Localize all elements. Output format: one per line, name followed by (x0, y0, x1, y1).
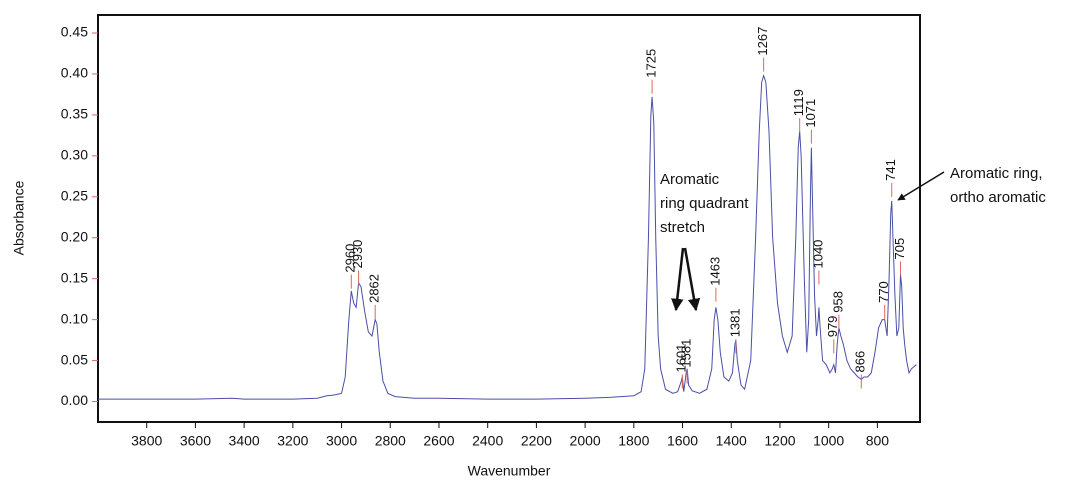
x-tick-label: 2600 (423, 433, 454, 449)
annotation-text: Aromatic (660, 171, 720, 188)
x-tick-label: 1000 (813, 433, 844, 449)
peak-label: 1119 (791, 89, 806, 116)
x-tick-label: 3200 (277, 433, 308, 449)
peak-label: 770 (876, 281, 891, 303)
peak-label: 1581 (679, 339, 694, 368)
y-tick-label: 0.25 (61, 188, 88, 204)
annotation-text: ring quadrant (660, 195, 749, 212)
x-tick-label: 1600 (667, 433, 698, 449)
peak-label: 2930 (350, 240, 365, 269)
y-tick-label: 0.00 (61, 392, 88, 408)
x-tick-label: 3600 (180, 433, 211, 449)
peak-label: 1071 (803, 99, 818, 128)
annotation-text: Aromatic ring, (950, 165, 1043, 182)
y-tick-label: 0.05 (61, 351, 88, 367)
peak-label: 866 (853, 351, 868, 373)
y-tick-label: 0.40 (61, 65, 88, 81)
y-tick-label: 0.10 (61, 310, 88, 326)
peak-label: 1040 (810, 240, 825, 269)
x-tick-label: 800 (866, 433, 890, 449)
y-tick-label: 0.35 (61, 106, 88, 122)
x-tick-label: 1200 (764, 433, 795, 449)
annotation-text: ortho aromatic (950, 189, 1046, 206)
x-tick-label: 1400 (716, 433, 747, 449)
peak-label: 958 (830, 291, 845, 313)
x-tick-label: 2000 (570, 433, 601, 449)
annotation-arrow (671, 247, 685, 312)
x-tick-label: 1800 (618, 433, 649, 449)
spectrum-line (98, 73, 917, 400)
x-axis-title: Wavenumber (468, 463, 551, 479)
x-tick-label: 2800 (375, 433, 406, 449)
peak-label: 979 (825, 316, 840, 338)
y-tick-label: 0.30 (61, 147, 88, 163)
y-axis-title: Absorbance (11, 180, 27, 255)
peak-label: 1725 (644, 49, 659, 78)
x-tick-label: 3000 (326, 433, 357, 449)
peak-label: 1601 (674, 344, 689, 373)
x-tick-label: 3400 (229, 433, 260, 449)
peak-label: 1267 (755, 27, 770, 56)
annotation-arrow (897, 171, 945, 201)
x-tick-label: 2200 (521, 433, 552, 449)
y-tick-label: 0.20 (61, 228, 88, 244)
peak-label: 1463 (707, 257, 722, 286)
annotation-text: stretch (660, 219, 705, 236)
y-tick-label: 0.45 (61, 24, 88, 40)
peak-label: 1381 (727, 308, 742, 337)
x-tick-label: 3800 (131, 433, 162, 449)
annotation-arrow (683, 247, 701, 312)
x-tick-label: 2400 (472, 433, 503, 449)
peak-label: 705 (892, 238, 907, 260)
plot-frame (97, 14, 921, 423)
peak-label: 2862 (367, 274, 382, 303)
peak-label: 2960 (343, 244, 358, 273)
peak-label: 741 (883, 159, 898, 181)
y-tick-label: 0.15 (61, 269, 88, 285)
